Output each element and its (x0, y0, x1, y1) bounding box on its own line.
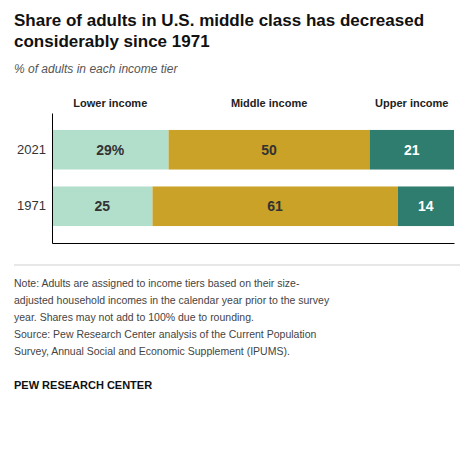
bar-segment (370, 130, 454, 170)
y-tick: 2021 (17, 142, 52, 157)
separator (14, 265, 460, 266)
bar-segment (169, 130, 370, 170)
y-axis: 2021 1971 (17, 114, 52, 244)
series-headers: Lower income Middle income Upper income (73, 97, 448, 109)
data-label: 21 (404, 142, 420, 158)
notes: Note: Adults are assigned to income tier… (14, 277, 330, 391)
note: year. Shares may not add to 100% due to … (14, 311, 254, 323)
data-label: 14 (418, 198, 434, 214)
note: adjusted household incomes in the calend… (14, 294, 330, 306)
note: Note: Adults are assigned to income tier… (14, 277, 300, 289)
bar-segment (398, 186, 454, 226)
y-tick-label: 2021 (17, 142, 46, 157)
x-axis-line (53, 243, 455, 244)
bar-segment (153, 186, 398, 226)
chart: Share of adults in U.S. middle class has… (0, 0, 474, 466)
series-header: Middle income (231, 97, 307, 109)
series-header: Lower income (73, 97, 147, 109)
source-label: PEW RESEARCH CENTER (14, 379, 152, 391)
series-header: Upper income (375, 97, 448, 109)
y-tick-label: 1971 (17, 198, 46, 213)
bar-segment (52, 130, 169, 170)
x-axis (53, 243, 455, 244)
subtitle: % of adults in each income tier (14, 62, 178, 76)
bars (52, 130, 454, 226)
note: Source: Pew Research Center analysis of … (14, 328, 316, 340)
note: Survey, Annual Social and Economic Suppl… (14, 345, 290, 357)
data-label: 29% (96, 142, 125, 158)
bar-segment (52, 186, 153, 226)
y-axis-line (52, 114, 53, 244)
data-label: 25 (94, 198, 110, 214)
y-tick: 1971 (17, 198, 52, 213)
data-label: 50 (261, 142, 277, 158)
data-label: 61 (267, 198, 283, 214)
data-labels: 29% 25 50 61 21 14 (94, 142, 433, 215)
title: Share of adults in U.S. middle class has… (14, 11, 424, 51)
